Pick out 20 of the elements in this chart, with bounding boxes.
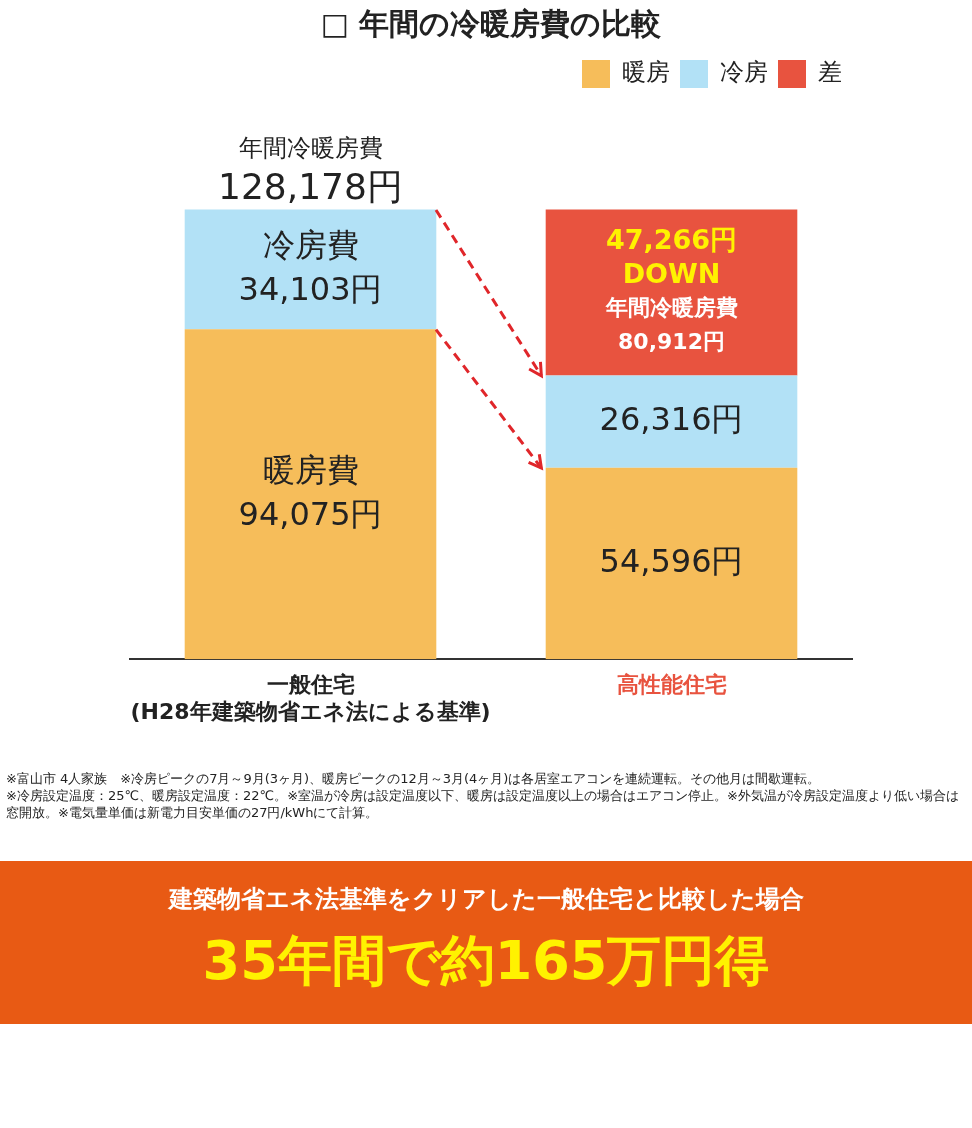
- text: ※富山市 4人家族 ※冷房ピークの7月～9月(3ヶ月)、暖房ピークの12月～3月(4ヶ月)は各居室エアコンを連続運転。その他月は間歇運転。: [6, 770, 822, 787]
- data-label: 54,596円: [599, 541, 744, 580]
- total-label: 年間冷暖房費 128,178円: [218, 133, 403, 207]
- bar: [545, 375, 798, 468]
- chart-title: □ 年間の冷暖房費の比較: [320, 5, 662, 41]
- bar: [184, 329, 437, 660]
- x-tick-label: 高性能住宅: [616, 672, 727, 698]
- legend-label: 暖房: [622, 58, 670, 87]
- data-label: 冷房費 34,103円: [238, 225, 383, 308]
- legend-label: 冷房: [720, 58, 768, 87]
- bar: [184, 209, 437, 330]
- text: 建築物省エネ法基準をクリアした一般住宅と比較した場合: [167, 884, 805, 915]
- text: ※冷房設定温度：25℃、暖房設定温度：22℃。※室温が冷房は設定温度以下、暖房は設定温度以上の場合はエアコン停止。※外気温が冷房設定温度より低い場合は窓開放。※電気量単価は新電力目安単価の27円/kWhにて計算。: [6, 787, 960, 821]
- bar: [545, 467, 798, 660]
- legend-label: 差: [818, 58, 842, 87]
- text: 35年間で約165万円得: [201, 928, 771, 994]
- data-label: 暖房費 94,075円: [238, 450, 383, 533]
- data-label: 26,316円: [599, 399, 744, 438]
- data-label: 47,266円 DOWN 年間冷暖房費 80,912円: [604, 223, 738, 355]
- x-tick-label: 一般住宅 (H28年建築物省エネ法による基準): [130, 672, 491, 724]
